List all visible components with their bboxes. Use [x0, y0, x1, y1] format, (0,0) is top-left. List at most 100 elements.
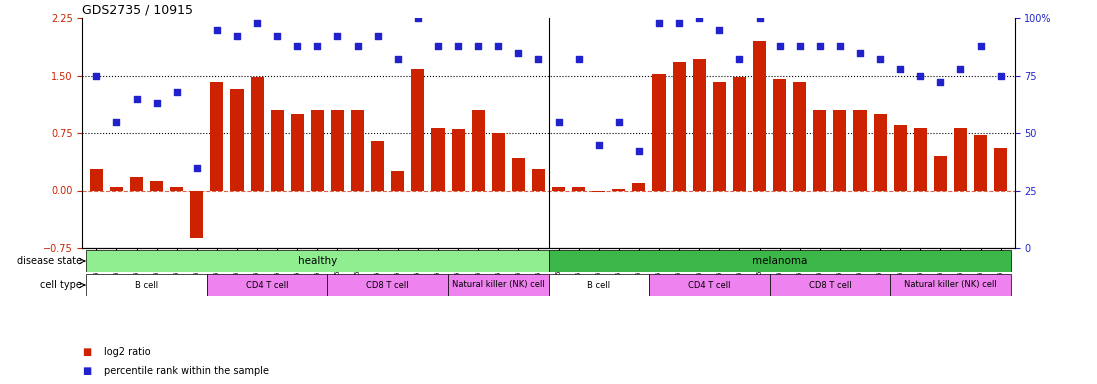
Text: CD4 T cell: CD4 T cell: [688, 280, 731, 290]
Point: [832, 43, 849, 49]
Bar: [954, 127, 966, 190]
Text: B cell: B cell: [135, 280, 158, 290]
Point: [791, 43, 808, 49]
Bar: [211, 82, 224, 190]
Point: [88, 73, 105, 79]
Bar: [548, 250, 1010, 272]
Bar: [271, 110, 284, 190]
Bar: [190, 190, 203, 238]
Point: [750, 15, 768, 21]
Text: log2 ratio: log2 ratio: [104, 347, 151, 357]
Bar: [150, 181, 163, 190]
Point: [670, 20, 688, 26]
Bar: [371, 141, 384, 190]
Bar: [452, 129, 465, 190]
Text: ■: ■: [82, 366, 91, 376]
Text: CD8 T cell: CD8 T cell: [808, 280, 851, 290]
Point: [530, 56, 547, 63]
Bar: [532, 169, 545, 190]
Point: [912, 73, 929, 79]
Bar: [692, 59, 705, 190]
Point: [429, 43, 446, 49]
Bar: [250, 77, 263, 190]
Point: [690, 15, 708, 21]
Bar: [411, 70, 425, 190]
Bar: [110, 187, 123, 190]
Point: [630, 148, 647, 154]
Bar: [552, 187, 565, 190]
Point: [168, 89, 185, 95]
Point: [489, 43, 507, 49]
Point: [931, 79, 949, 86]
Point: [228, 33, 246, 40]
Bar: [914, 127, 927, 190]
Bar: [448, 274, 548, 296]
Text: Natural killer (NK) cell: Natural killer (NK) cell: [452, 280, 544, 290]
Bar: [653, 74, 666, 190]
Point: [289, 43, 306, 49]
Bar: [592, 190, 606, 192]
Point: [329, 33, 347, 40]
Bar: [331, 110, 344, 190]
Bar: [431, 127, 444, 190]
Point: [510, 50, 528, 56]
Text: melanoma: melanoma: [751, 256, 807, 266]
Point: [550, 118, 567, 124]
Text: disease state: disease state: [16, 256, 82, 266]
Bar: [131, 177, 143, 190]
Text: CD8 T cell: CD8 T cell: [366, 280, 409, 290]
Bar: [753, 41, 766, 190]
Bar: [813, 110, 826, 190]
Bar: [793, 82, 806, 190]
Point: [248, 20, 265, 26]
Bar: [548, 274, 649, 296]
Point: [450, 43, 467, 49]
Point: [409, 15, 427, 21]
Text: CD4 T cell: CD4 T cell: [246, 280, 289, 290]
Bar: [834, 110, 847, 190]
Bar: [327, 274, 448, 296]
Bar: [994, 148, 1007, 190]
Text: healthy: healthy: [297, 256, 337, 266]
Bar: [713, 82, 726, 190]
Bar: [472, 110, 485, 190]
Bar: [230, 89, 244, 190]
Point: [389, 56, 407, 63]
Bar: [573, 187, 585, 190]
Point: [369, 33, 386, 40]
Bar: [934, 156, 947, 190]
Text: B cell: B cell: [587, 280, 610, 290]
Point: [590, 141, 608, 147]
Bar: [207, 274, 327, 296]
Point: [610, 118, 627, 124]
Bar: [87, 250, 548, 272]
Point: [127, 96, 145, 102]
Point: [148, 100, 166, 106]
Bar: [733, 77, 746, 190]
Point: [470, 43, 487, 49]
Point: [108, 118, 125, 124]
Bar: [770, 274, 890, 296]
Point: [771, 43, 789, 49]
Bar: [974, 135, 987, 190]
Point: [269, 33, 286, 40]
Bar: [672, 62, 686, 190]
Bar: [310, 110, 324, 190]
Point: [992, 73, 1009, 79]
Point: [892, 66, 909, 72]
Bar: [873, 114, 886, 190]
Bar: [649, 274, 770, 296]
Text: ■: ■: [82, 347, 91, 357]
Text: Natural killer (NK) cell: Natural killer (NK) cell: [904, 280, 997, 290]
Bar: [392, 171, 405, 190]
Point: [851, 50, 869, 56]
Bar: [773, 79, 787, 190]
Point: [651, 20, 668, 26]
Bar: [612, 189, 625, 190]
Point: [871, 56, 889, 63]
Text: cell type: cell type: [39, 280, 82, 290]
Point: [188, 164, 205, 170]
Point: [711, 26, 728, 33]
Bar: [512, 158, 524, 190]
Point: [569, 56, 587, 63]
